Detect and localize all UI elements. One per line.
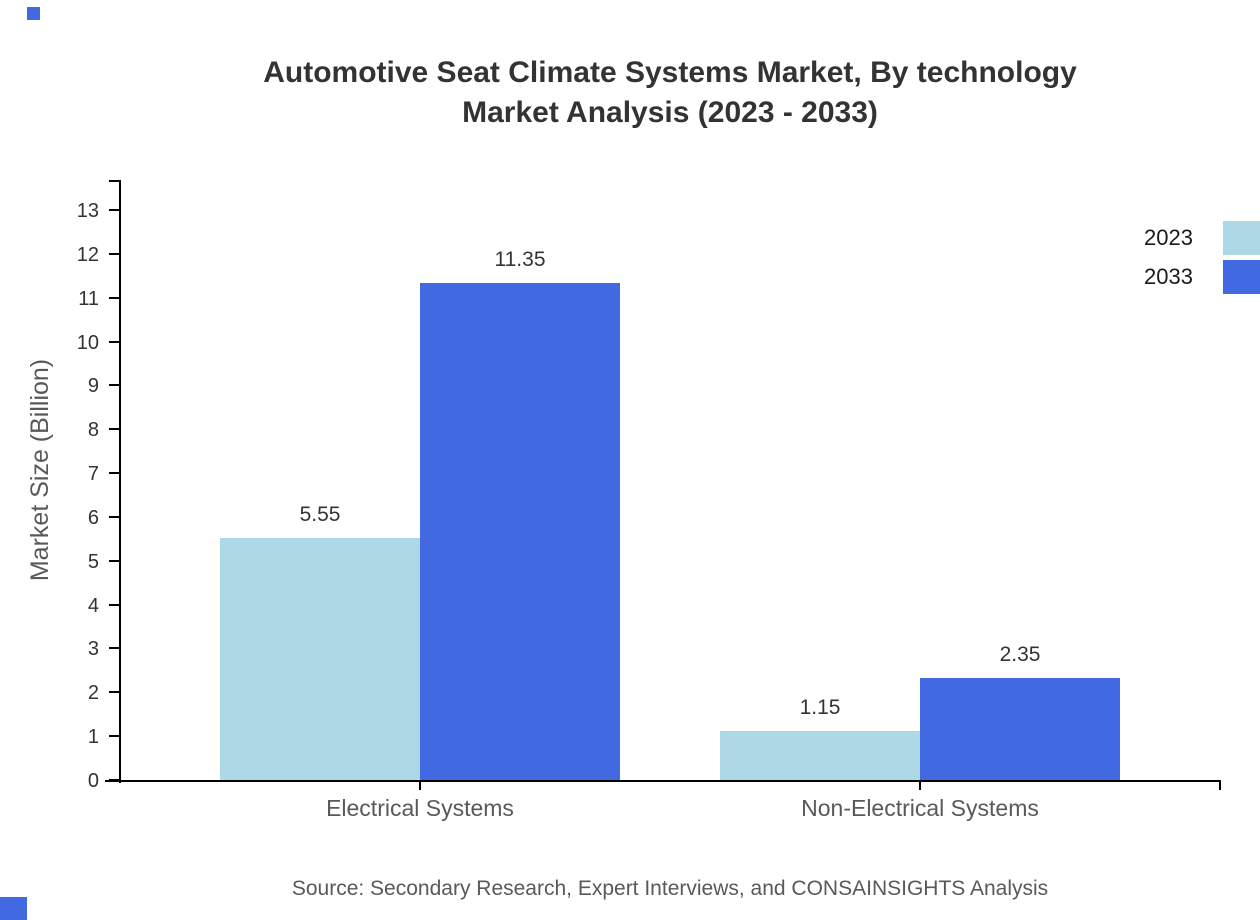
y-tick-label-7: 7 <box>87 463 99 486</box>
y-tick-label-8: 8 <box>87 419 99 442</box>
y-tick-label-1: 1 <box>87 726 99 749</box>
y-tick-13 <box>109 208 119 211</box>
value-label-2023-electrical-systems: 5.55 <box>299 502 341 526</box>
x-axis-line <box>105 780 1221 782</box>
bar-2023-non-electrical-systems <box>720 730 920 781</box>
y-tick-10 <box>109 340 119 343</box>
legend-swatch-2023 <box>1223 221 1260 255</box>
x-tick-non-electrical-systems <box>919 780 921 790</box>
y-tick-11 <box>109 296 119 299</box>
y-tick-9 <box>109 384 119 387</box>
bar-2033-non-electrical-systems <box>920 677 1120 781</box>
legend-label-2033: 2033 <box>1144 264 1193 289</box>
value-label-2023-non-electrical-systems: 1.15 <box>799 695 841 719</box>
chart-title-line1: Automotive Seat Climate Systems Market, … <box>263 56 1077 89</box>
y-tick-4 <box>109 603 119 606</box>
value-label-2033-electrical-systems: 11.35 <box>494 248 546 272</box>
legend-swatch-2033 <box>1223 260 1260 294</box>
legend: 2023 2033 <box>1144 221 1260 294</box>
watermark-top-left <box>27 7 40 20</box>
source-note: Source: Secondary Research, Expert Inter… <box>291 877 1049 900</box>
bar-2033-electrical-systems <box>420 283 620 781</box>
y-tick-label-4: 4 <box>87 594 99 617</box>
value-label-2033-non-electrical-systems: 2.35 <box>999 642 1041 666</box>
x-tick-electrical-systems <box>419 780 421 790</box>
y-tick-5 <box>109 559 119 562</box>
watermark-bottom-left <box>0 897 27 920</box>
y-tick-8 <box>109 428 119 431</box>
chart-title-line2: Market Analysis (2023 - 2033) <box>462 96 878 129</box>
y-axis-line <box>119 180 121 783</box>
category-label-electrical-systems: Electrical Systems <box>326 795 514 821</box>
y-tick-label-11: 11 <box>78 287 99 310</box>
y-tick-3 <box>109 647 119 650</box>
y-tick-label-10: 10 <box>76 331 99 354</box>
y-tick-label-2: 2 <box>87 682 99 705</box>
y-tick-label-13: 13 <box>76 199 99 222</box>
y-tick-label-5: 5 <box>87 550 99 573</box>
y-tick-1 <box>109 735 119 738</box>
y-tick-0 <box>109 779 119 781</box>
x-axis-end-tick <box>1219 780 1221 790</box>
legend-label-2023: 2023 <box>1144 225 1193 250</box>
y-tick-7 <box>109 472 119 475</box>
y-tick-label-12: 12 <box>76 243 99 266</box>
y-tick-12 <box>109 252 119 255</box>
y-tick-label-3: 3 <box>87 638 99 661</box>
y-axis-end-tick <box>109 180 119 182</box>
y-tick-label-9: 9 <box>87 375 99 398</box>
y-tick-label-0: 0 <box>87 770 99 792</box>
legend-item-2033: 2033 <box>1144 260 1260 294</box>
bar-2023-electrical-systems <box>220 537 420 781</box>
y-tick-6 <box>109 515 119 518</box>
category-label-non-electrical-systems: Non-Electrical Systems <box>801 795 1039 821</box>
chart-title: Automotive Seat Climate Systems Market, … <box>80 53 1260 133</box>
y-tick-label-6: 6 <box>87 506 99 529</box>
y-tick-2 <box>109 691 119 694</box>
legend-item-2023: 2023 <box>1144 221 1260 255</box>
